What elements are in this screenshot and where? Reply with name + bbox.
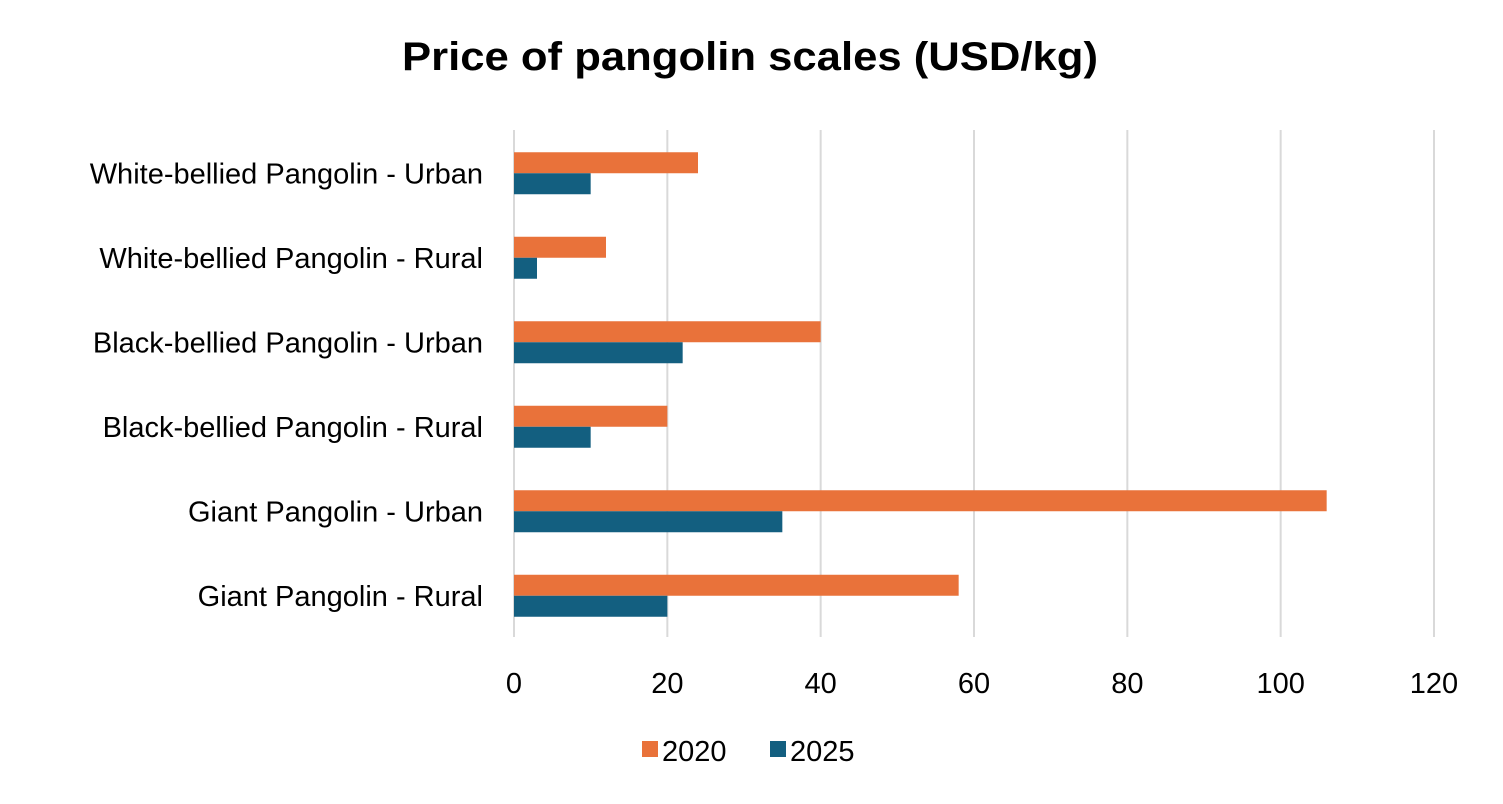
- category-label: Black-bellied Pangolin - Urban: [93, 327, 483, 359]
- bar-2020: [514, 405, 668, 427]
- bar-2025: [514, 342, 683, 364]
- chart-title: Price of pangolin scales (USD/kg): [402, 35, 1098, 79]
- category-label: Giant Pangolin - Rural: [198, 581, 483, 613]
- category-label: White-bellied Pangolin - Urban: [90, 158, 483, 190]
- x-tick-label: 60: [958, 668, 990, 700]
- bar-2025: [514, 595, 668, 617]
- bar-2020: [514, 574, 959, 596]
- legend: 2020 2025: [642, 736, 855, 768]
- bar-2025: [514, 173, 591, 195]
- x-tick-label: 20: [651, 668, 683, 700]
- x-tick-label: 120: [1410, 668, 1458, 700]
- bar-2020: [514, 152, 698, 174]
- x-tick-labels: 0 20 40 60 80 100 120: [506, 668, 1458, 700]
- category-label: Giant Pangolin - Urban: [188, 496, 483, 528]
- legend-label: 2025: [790, 736, 855, 768]
- x-tick-label: 80: [1111, 668, 1143, 700]
- bars: [514, 152, 1327, 617]
- gridlines: [513, 130, 1435, 637]
- legend-swatch-2020: [642, 741, 658, 757]
- bar-2025: [514, 257, 537, 279]
- x-tick-label: 40: [805, 668, 837, 700]
- category-labels: White-bellied Pangolin - Urban White-bell…: [90, 158, 483, 613]
- bar-2020: [514, 490, 1327, 512]
- bar-2025: [514, 426, 591, 448]
- category-label: White-bellied Pangolin - Rural: [99, 243, 483, 275]
- category-label: Black-bellied Pangolin - Rural: [103, 412, 483, 444]
- x-tick-label: 0: [506, 668, 522, 700]
- legend-label: 2020: [662, 736, 727, 768]
- x-tick-label: 100: [1256, 668, 1304, 700]
- legend-swatch-2025: [770, 741, 786, 757]
- bar-2020: [514, 236, 606, 258]
- bar-2025: [514, 511, 783, 533]
- bar-2020: [514, 321, 821, 343]
